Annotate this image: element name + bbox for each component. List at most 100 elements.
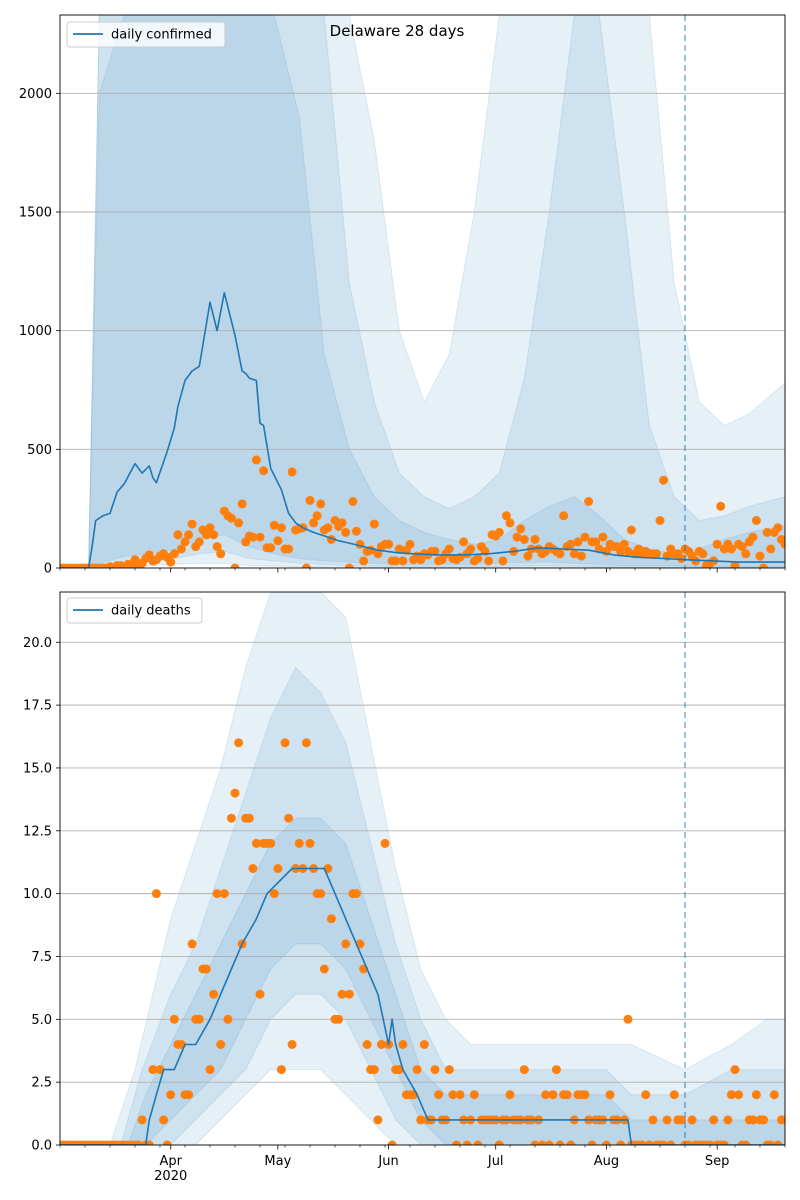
deaths-xtick-label: May [264,1154,291,1169]
deaths-observed-point [219,889,229,899]
deaths-observed-point [234,738,244,748]
confirmed-observed-point [512,532,522,542]
deaths-observed-point [551,1065,561,1075]
confirmed-observed-point [373,549,383,559]
confirmed-observed-point [626,525,636,535]
confirmed-observed-point [216,549,226,559]
deaths-observed-point [719,1140,729,1145]
confirmed-observed-point [184,530,194,540]
deaths-observed-point [344,989,354,999]
deaths-observed-point [448,1090,458,1100]
deaths-legend-box [66,597,203,624]
deaths-observed-point [380,838,390,848]
deaths-observed-point [759,1115,769,1125]
deaths-observed-point [337,989,347,999]
deaths-observed-point [444,1065,454,1075]
confirmed-observed-point [573,537,583,547]
deaths-observed-point [541,1090,551,1100]
deaths-ytick-label: 0.0 [31,1139,52,1154]
deaths-observed-point [416,1115,426,1125]
confirmed-observed-point [384,539,394,549]
confirmed-ytick-label: 500 [27,443,52,458]
confirmed-observed-point [780,539,785,549]
deaths-observed-point [276,1065,286,1075]
deaths-observed-point [562,1090,572,1100]
confirmed-observed-point [309,518,319,528]
deaths-xtick-label: Sep [705,1154,730,1169]
confirmed-observed-point [234,518,244,528]
confirmed-observed-point [391,556,401,566]
confirmed-observed-point [759,563,769,568]
confirmed-observed-point [494,527,504,537]
confirmed-observed-point [173,530,183,540]
deaths-ytick-label: 5.0 [31,1013,52,1028]
deaths-observed-point [780,1115,785,1125]
deaths-observed-point [662,1115,672,1125]
confirmed-observed-point [762,527,772,537]
confirmed-observed-point [473,554,483,563]
confirmed-observed-point [516,524,526,534]
confirmed-panel: 0 500 1000 1500 2000 daily confirmed [19,14,786,577]
confirmed-observed-point [248,532,258,542]
confirmed-observed-point [655,516,665,525]
confirmed-observed-point [266,543,276,553]
deaths-observed-point [205,1065,215,1075]
confirmed-observed-point [459,537,469,547]
deaths-observed-point [266,838,276,848]
deaths-observed-point [419,1040,429,1049]
deaths-observed-point [284,813,294,823]
confirmed-observed-point [659,475,669,485]
deaths-observed-point [369,1065,379,1075]
confirmed-observed-point [530,535,540,544]
deaths-observed-point [709,1115,719,1125]
deaths-observed-point [316,889,326,899]
deaths-observed-point [730,1065,740,1075]
confirmed-observed-point [169,549,179,559]
deaths-observed-point [226,813,236,823]
confirmed-ytick-label: 1500 [19,205,52,220]
confirmed-observed-point [584,497,594,506]
deaths-observed-point [548,1090,558,1100]
deaths-observed-point [134,1140,144,1145]
deaths-xtick-label: 2020 [154,1169,187,1184]
confirmed-observed-point [773,523,783,533]
deaths-observed-point [216,1040,226,1049]
deaths-observed-point [301,738,311,748]
confirmed-observed-point [430,546,440,556]
confirmed-uncertainty-bands [60,15,785,568]
deaths-observed-point [387,1140,397,1145]
deaths-axes-frame [59,591,786,1146]
deaths-observed-point [412,1065,422,1075]
confirmed-observed-point [269,520,279,530]
deaths-observed-point [269,889,279,899]
deaths-observed-point [334,1014,344,1024]
deaths-observed-point [623,1014,633,1024]
deaths-observed-point [212,889,222,899]
confirmed-observed-point [255,532,265,542]
confirmed-observed-point [555,549,565,559]
deaths-observed-point [248,864,258,873]
deaths-observed-point [376,1040,386,1049]
confirmed-band-outer [60,15,785,568]
confirmed-observed-point [523,551,533,561]
deaths-observed-point [748,1115,758,1125]
confirmed-observed-point [166,557,176,567]
deaths-observed-point [148,1065,158,1075]
deaths-observed-point [434,1090,444,1100]
confirmed-observed-point [351,526,361,536]
deaths-observed-point [230,788,240,798]
confirmed-observed-point [359,556,369,566]
confirmed-observed-point [201,530,211,540]
confirmed-observed-point [194,537,204,547]
confirmed-observed-point [519,535,529,544]
confirmed-observed-point [187,519,197,529]
deaths-observed-point [244,813,254,823]
deaths-band-middle [60,666,785,1145]
deaths-observed-point [326,914,336,924]
confirmed-observed-point [616,546,626,556]
deaths-ytick-label: 10.0 [23,887,52,902]
confirmed-observed-point [394,544,404,554]
